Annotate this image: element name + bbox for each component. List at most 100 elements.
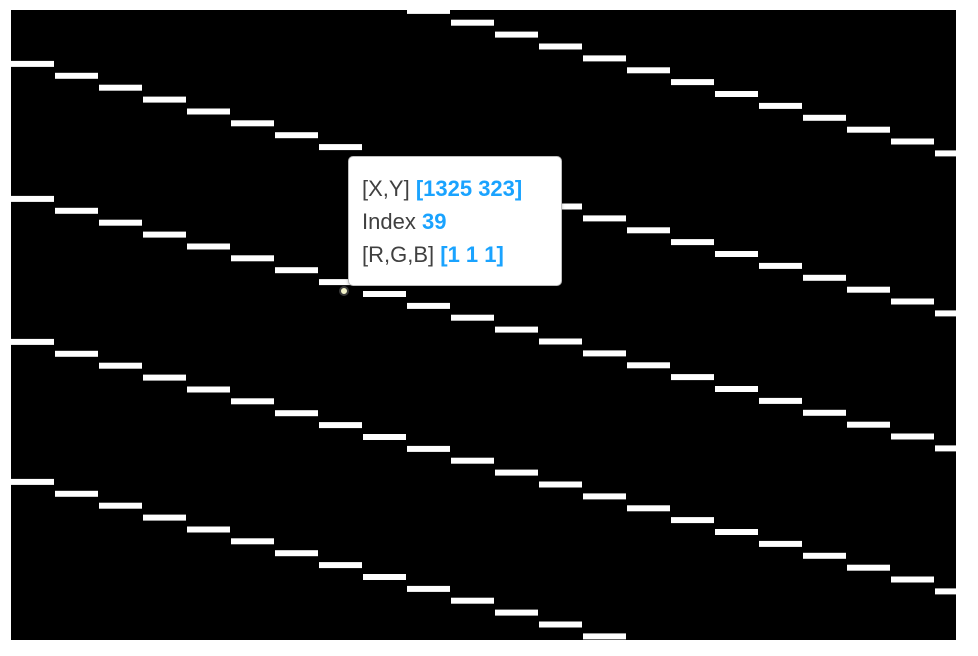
line-segment <box>803 552 846 559</box>
line-segment <box>539 338 582 345</box>
line-segment <box>407 302 450 309</box>
line-segment <box>187 526 230 533</box>
line-segment <box>99 502 142 509</box>
line-segment <box>11 338 54 345</box>
line-segment <box>363 434 406 440</box>
line-segment <box>451 19 494 26</box>
line-segment <box>627 227 670 234</box>
line-segment <box>187 108 230 115</box>
line-segment <box>583 633 626 640</box>
line-segment <box>319 562 362 569</box>
datatip-label-rgb: [R,G,B] <box>362 242 435 267</box>
line-segment <box>715 251 758 257</box>
line-segment <box>99 362 142 369</box>
datatip-label-index: Index <box>362 209 416 234</box>
line-segment <box>847 126 890 133</box>
line-segment <box>55 207 98 214</box>
line-segment <box>451 597 494 604</box>
white-line-4 <box>11 338 956 595</box>
line-segment <box>319 144 362 151</box>
binary-image-lines <box>11 10 956 640</box>
datatip-value-rgb: [1 1 1] <box>440 242 504 267</box>
line-segment <box>847 564 890 571</box>
line-segment <box>231 538 274 545</box>
line-segment <box>891 576 934 583</box>
line-segment <box>495 31 538 38</box>
line-segment <box>803 114 846 121</box>
line-segment <box>407 10 450 14</box>
line-segment <box>407 445 450 452</box>
line-segment <box>55 72 98 79</box>
line-segment <box>143 231 186 238</box>
line-segment <box>627 67 670 74</box>
line-segment <box>935 588 956 595</box>
line-segment <box>495 326 538 333</box>
line-segment <box>495 609 538 616</box>
line-segment <box>231 398 274 405</box>
line-segment <box>803 409 846 416</box>
line-segment <box>671 517 714 524</box>
line-segment <box>275 550 318 557</box>
line-segment <box>847 421 890 428</box>
line-segment <box>583 350 626 357</box>
line-segment <box>671 239 714 246</box>
line-segment <box>759 102 802 109</box>
line-segment <box>935 445 956 452</box>
white-line-3 <box>11 195 956 452</box>
line-segment <box>891 433 934 440</box>
line-segment <box>539 481 582 488</box>
line-segment <box>143 96 186 103</box>
line-segment <box>627 505 670 512</box>
line-segment <box>11 195 54 202</box>
line-segment <box>11 478 54 485</box>
line-segment <box>671 79 714 86</box>
image-axes[interactable] <box>11 10 956 640</box>
line-segment <box>539 43 582 50</box>
line-segment <box>759 397 802 404</box>
line-segment <box>759 540 802 547</box>
line-segment <box>715 529 758 535</box>
line-segment <box>583 493 626 500</box>
line-segment <box>451 457 494 464</box>
datatip-value-xy: [1325 323] <box>415 176 523 201</box>
line-segment <box>99 219 142 226</box>
line-segment <box>539 621 582 628</box>
datatip[interactable]: [X,Y] [1325 323] Index 39 [R,G,B] [1 1 1… <box>348 156 562 286</box>
line-segment <box>671 374 714 381</box>
line-segment <box>407 585 450 592</box>
line-segment <box>363 574 406 580</box>
line-segment <box>803 274 846 281</box>
datatip-marker[interactable] <box>339 286 349 296</box>
datatip-row-xy: [X,Y] [1325 323] <box>362 172 561 205</box>
line-segment <box>451 314 494 321</box>
line-segment <box>275 132 318 139</box>
line-segment <box>143 514 186 521</box>
line-segment <box>935 150 956 157</box>
line-segment <box>99 84 142 91</box>
white-line-5 <box>11 478 626 640</box>
line-segment <box>715 91 758 97</box>
line-segment <box>231 120 274 127</box>
line-segment <box>187 243 230 250</box>
line-segment <box>275 267 318 274</box>
line-segment <box>55 490 98 497</box>
line-segment <box>363 291 406 297</box>
white-line-1 <box>407 10 956 157</box>
line-segment <box>187 386 230 393</box>
line-segment <box>143 374 186 381</box>
datatip-label-xy: [X,Y] <box>362 176 410 201</box>
line-segment <box>891 138 934 145</box>
line-segment <box>55 350 98 357</box>
line-segment <box>319 279 362 286</box>
datatip-row-rgb: [R,G,B] [1 1 1] <box>362 238 561 271</box>
line-segment <box>891 298 934 305</box>
line-segment <box>935 310 956 317</box>
line-segment <box>583 215 626 222</box>
line-segment <box>495 469 538 476</box>
line-segment <box>847 286 890 293</box>
line-segment <box>319 422 362 429</box>
line-segment <box>759 262 802 269</box>
line-segment <box>583 55 626 62</box>
line-segment <box>627 362 670 369</box>
